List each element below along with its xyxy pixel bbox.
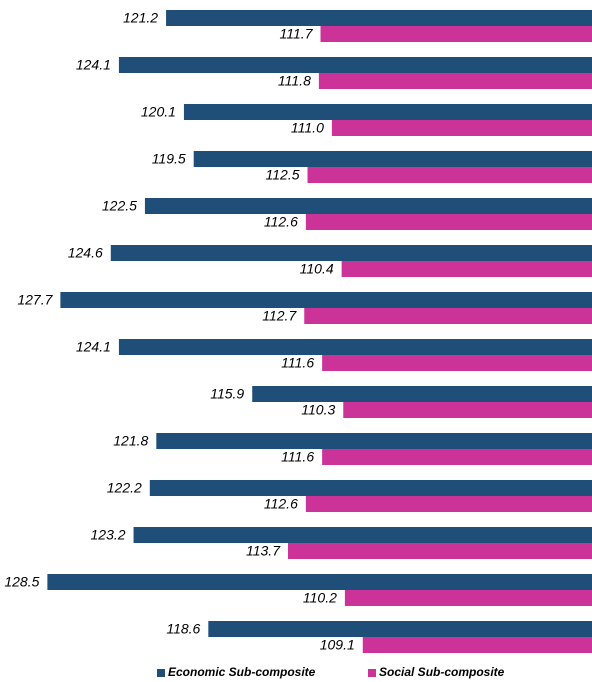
bar	[193, 151, 592, 167]
value-label: 115.9	[210, 386, 244, 402]
bar	[341, 261, 592, 277]
bar	[320, 26, 592, 42]
value-label: 124.6	[68, 245, 103, 261]
value-label: 123.2	[91, 527, 126, 543]
legend-label: Economic Sub-composite	[168, 665, 316, 679]
value-label: 111.6	[281, 355, 314, 371]
bar	[166, 10, 592, 26]
value-label: 111.7	[280, 26, 314, 42]
bar	[343, 402, 592, 418]
bar	[183, 104, 592, 120]
value-label: 112.6	[264, 214, 298, 230]
bar	[331, 120, 592, 136]
value-label: 112.7	[262, 308, 297, 324]
bar	[252, 386, 592, 402]
value-label: 122.5	[102, 198, 137, 214]
bar	[144, 198, 592, 214]
bar	[110, 245, 592, 261]
value-label: 111.0	[291, 120, 324, 136]
value-label: 124.1	[76, 57, 111, 73]
value-label: 122.2	[107, 480, 142, 496]
bar	[322, 449, 592, 465]
bar	[362, 637, 592, 653]
bar	[307, 167, 592, 183]
bar	[344, 590, 592, 606]
value-label: 112.6	[264, 496, 298, 512]
bar	[304, 308, 592, 324]
bar	[118, 339, 592, 355]
legend-label: Social Sub-composite	[379, 665, 505, 679]
bar	[156, 433, 592, 449]
value-label: 110.3	[301, 402, 335, 418]
value-label: 127.7	[17, 292, 53, 308]
value-label: 124.1	[76, 339, 111, 355]
value-label: 112.5	[266, 167, 300, 183]
value-label: 128.5	[4, 574, 39, 590]
value-label: 121.2	[123, 10, 158, 26]
bar	[208, 621, 592, 637]
value-label: 109.1	[320, 637, 355, 653]
legend-swatch	[368, 669, 376, 677]
value-label: 110.4	[300, 261, 334, 277]
value-label: 119.5	[152, 151, 186, 167]
legend-swatch	[157, 669, 165, 677]
value-label: 111.6	[281, 449, 314, 465]
bar	[47, 574, 592, 590]
bar	[60, 292, 592, 308]
bar	[287, 543, 592, 559]
bar	[305, 214, 592, 230]
value-label: 110.2	[303, 590, 337, 606]
bar	[322, 355, 592, 371]
value-label: 111.8	[278, 73, 311, 89]
value-label: 113.7	[246, 543, 281, 559]
value-label: 120.1	[141, 104, 176, 120]
bar	[318, 73, 592, 89]
bar	[118, 57, 592, 73]
bar	[149, 480, 592, 496]
value-label: 121.8	[113, 433, 148, 449]
value-label: 118.6	[166, 621, 200, 637]
bar	[305, 496, 592, 512]
bar	[133, 527, 592, 543]
